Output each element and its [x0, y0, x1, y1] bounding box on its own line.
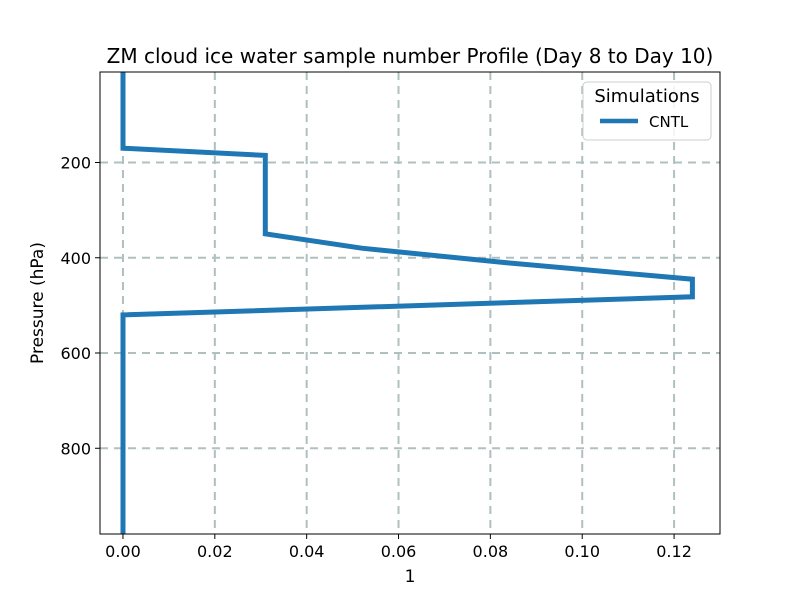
y-tick-label: 800 [60, 439, 91, 458]
x-axis-label: 1 [405, 567, 416, 587]
x-tick-label: 0.02 [197, 542, 233, 561]
legend-box [582, 81, 712, 141]
y-axis-ticks: 200 400 600 800 [60, 153, 100, 458]
y-tick-label: 600 [60, 344, 91, 363]
legend-label-cntl: CNTL [649, 113, 689, 131]
series-layer [120, 72, 695, 534]
x-tick-label: 0.12 [656, 542, 692, 561]
x-tick-label: 0.10 [564, 542, 600, 561]
x-tick-label: 0.06 [381, 542, 417, 561]
plot-frame [99, 71, 721, 535]
y-tick-label: 200 [60, 153, 91, 172]
x-axis-ticks: 0.00 0.02 0.04 0.06 0.08 0.10 0.12 [105, 534, 692, 561]
legend: Simulations CNTL [582, 81, 712, 141]
x-tick-label: 0.00 [105, 542, 141, 561]
legend-title: Simulations [594, 86, 699, 107]
y-tick-label: 400 [60, 249, 91, 268]
grid [100, 72, 720, 534]
x-tick-label: 0.08 [473, 542, 509, 561]
y-axis-label: Pressure (hPa) [28, 242, 48, 364]
chart-title: ZM cloud ice water sample number Profile… [107, 44, 714, 68]
x-tick-label: 0.04 [289, 542, 325, 561]
series-line-cntl [120, 72, 695, 534]
